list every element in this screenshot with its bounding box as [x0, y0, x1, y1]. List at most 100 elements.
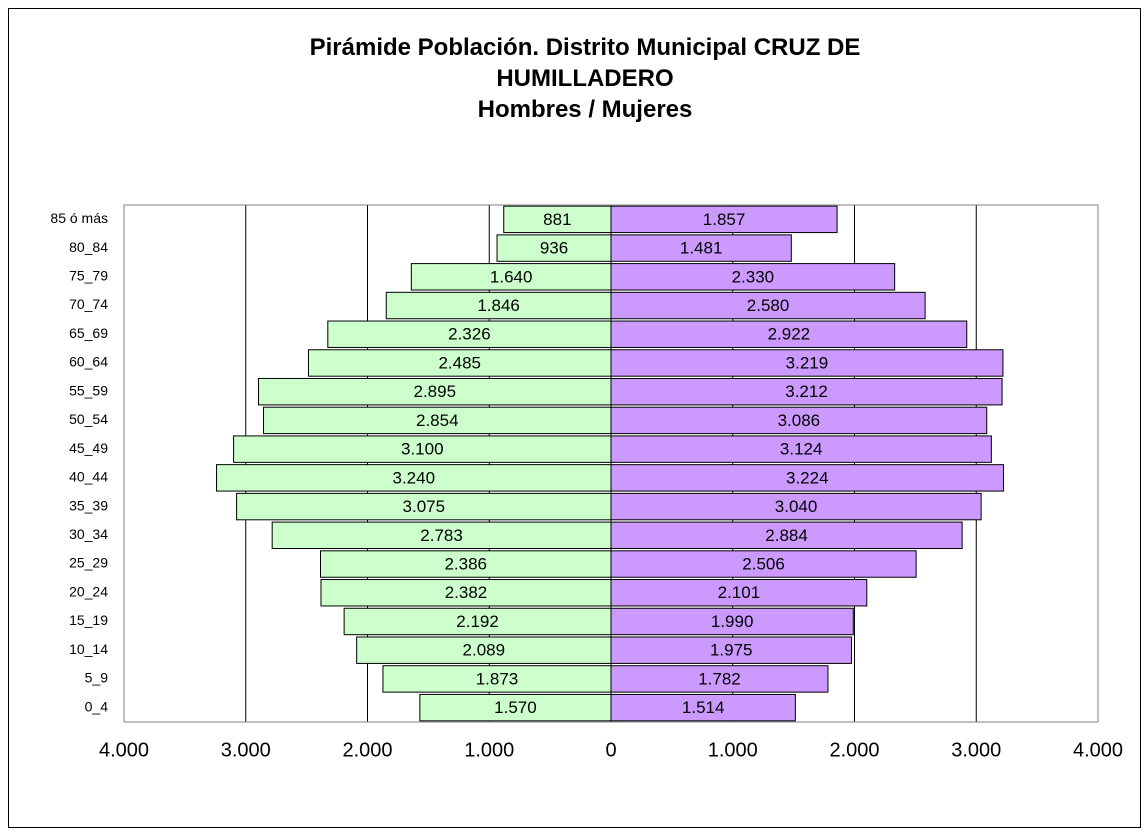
- data-label: 2.101: [718, 583, 761, 602]
- bar: [610, 291, 926, 320]
- bar: [320, 579, 612, 607]
- data-label: 3.086: [778, 411, 821, 430]
- x-tick-label: 3.000: [951, 739, 1001, 761]
- bar: [610, 263, 896, 291]
- data-label: 2.506: [742, 555, 785, 574]
- x-tick-label: 1.000: [464, 739, 514, 761]
- x-tick-label: 2.000: [829, 739, 879, 761]
- titles: Pirámide Población. Distrito Municipal C…: [285, 32, 885, 125]
- bar: [410, 263, 612, 291]
- y-tick-label: 65_69: [69, 325, 108, 341]
- bar: [258, 377, 612, 406]
- bar: [610, 406, 988, 435]
- data-label: 3.240: [392, 468, 435, 487]
- y-tick-label: 40_44: [69, 469, 108, 485]
- data-label: 1.481: [680, 239, 723, 258]
- data-label: 3.100: [401, 440, 444, 459]
- data-label: 1.514: [682, 698, 725, 717]
- bar: [610, 464, 1005, 492]
- y-tick-label: 85 ó más: [50, 210, 108, 226]
- bar: [610, 636, 852, 664]
- data-label: 2.580: [747, 296, 790, 315]
- bar: [610, 349, 1004, 377]
- chart-border: [8, 8, 1141, 828]
- data-label: 2.192: [456, 612, 499, 631]
- data-label: 3.224: [786, 468, 829, 487]
- data-label: 2.854: [416, 411, 459, 430]
- data-label: 2.382: [445, 583, 488, 602]
- data-label: 936: [540, 239, 568, 258]
- y-tick-label: 5_9: [85, 670, 109, 686]
- data-label: 1.640: [490, 267, 533, 286]
- chart-title: Pirámide Población. Distrito Municipal C…: [309, 34, 861, 92]
- data-label: 2.485: [438, 353, 481, 372]
- data-label: 3.040: [775, 497, 818, 516]
- data-label: 1.782: [698, 669, 741, 688]
- chart-subtitle: Hombres / Mujeres: [477, 96, 693, 123]
- bar: [327, 320, 612, 348]
- data-label: 3.212: [785, 382, 828, 401]
- x-tick-label: 4.000: [99, 739, 149, 761]
- bar: [343, 607, 612, 636]
- data-label: 2.783: [420, 526, 463, 545]
- bar: [610, 521, 963, 550]
- data-label: 881: [543, 210, 571, 229]
- y-tick-label: 80_84: [69, 239, 108, 255]
- bar: [610, 320, 968, 348]
- x-tick-label: 0: [605, 739, 616, 761]
- y-tick-label: 35_39: [69, 497, 108, 513]
- data-label: 1.975: [710, 641, 753, 660]
- y-tick-label: 50_54: [69, 411, 108, 427]
- bar: [320, 550, 612, 578]
- data-label: 2.089: [463, 641, 506, 660]
- data-label: 3.124: [780, 440, 823, 459]
- y-tick-label: 45_49: [69, 440, 108, 456]
- bar: [263, 406, 612, 435]
- bar: [610, 550, 917, 578]
- data-label: 2.895: [413, 382, 456, 401]
- data-label: 2.326: [448, 325, 491, 344]
- bar: [271, 521, 612, 550]
- bar: [236, 492, 612, 521]
- y-tick-label: 55_59: [69, 382, 108, 398]
- y-tick-label: 70_74: [69, 296, 108, 312]
- data-label: 1.857: [703, 210, 746, 229]
- data-label: 2.922: [768, 325, 811, 344]
- bar: [610, 607, 854, 636]
- x-tick-label: 2.000: [342, 739, 392, 761]
- bar: [610, 665, 829, 693]
- bar: [610, 435, 992, 463]
- y-tick-label: 75_79: [69, 268, 108, 284]
- y-tick-label: 15_19: [69, 612, 108, 628]
- data-label: 3.219: [786, 353, 829, 372]
- bar: [610, 234, 792, 262]
- bar: [496, 234, 612, 262]
- x-tick-label: 3.000: [221, 739, 271, 761]
- bar: [382, 665, 612, 693]
- data-label: 1.990: [711, 612, 754, 631]
- data-label: 1.570: [494, 698, 537, 717]
- bar: [610, 377, 1003, 406]
- bar: [610, 693, 796, 722]
- data-label: 2.884: [765, 526, 808, 545]
- data-label: 3.075: [403, 497, 446, 516]
- data-label: 1.873: [476, 669, 519, 688]
- bar: [216, 464, 612, 492]
- bar: [307, 349, 612, 377]
- x-tick-label: 4.000: [1073, 739, 1123, 761]
- bar: [610, 579, 868, 607]
- x-tick-label: 1.000: [708, 739, 758, 761]
- bar: [610, 205, 838, 234]
- bar: [610, 492, 982, 521]
- data-label: 1.846: [477, 296, 520, 315]
- data-label: 2.330: [732, 267, 775, 286]
- y-tick-label: 30_34: [69, 526, 108, 542]
- data-label: 2.386: [444, 555, 487, 574]
- y-tick-label: 10_14: [69, 641, 108, 657]
- bar: [419, 693, 612, 722]
- y-tick-label: 25_29: [69, 555, 108, 571]
- y-tick-label: 0_4: [85, 698, 109, 714]
- bar: [503, 205, 612, 234]
